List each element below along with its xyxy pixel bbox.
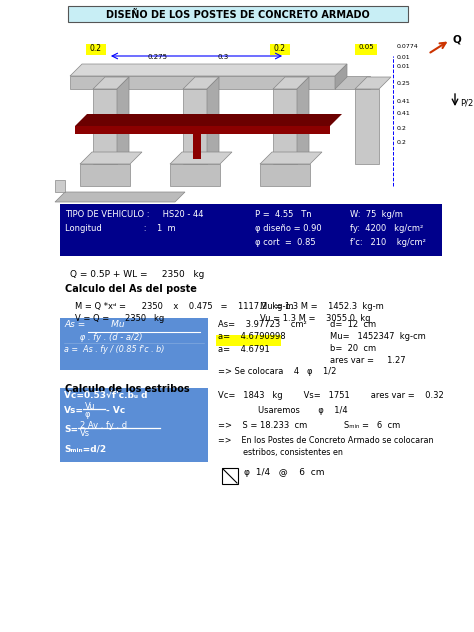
Text: P/2: P/2	[460, 99, 473, 108]
Text: d=  12  cm: d= 12 cm	[330, 320, 376, 329]
Text: 0.25: 0.25	[397, 81, 411, 86]
Text: a =  As . fy / (0.85 f'c . b): a = As . fy / (0.85 f'c . b)	[64, 345, 164, 354]
Bar	[183, 89, 207, 164]
Polygon shape	[297, 77, 309, 164]
Polygon shape	[335, 64, 347, 89]
Text: TIPO DE VEHICULO :     HS20 - 44: TIPO DE VEHICULO : HS20 - 44	[65, 210, 203, 219]
Polygon shape	[70, 64, 347, 76]
Text: S=: S=	[64, 425, 78, 434]
Text: φ diseño = 0.90: φ diseño = 0.90	[255, 224, 322, 233]
Polygon shape	[55, 180, 65, 192]
Text: Mu=   1452347  kg-cm: Mu= 1452347 kg-cm	[330, 332, 426, 341]
Bar	[260, 164, 310, 186]
Bar	[86, 44, 106, 55]
Text: Longitud                :    1  m: Longitud : 1 m	[65, 224, 176, 233]
Text: 0.2: 0.2	[274, 44, 286, 53]
Text: φ cort  =  0.85: φ cort = 0.85	[255, 238, 316, 247]
Bar	[355, 44, 377, 55]
Polygon shape	[80, 152, 142, 164]
Bar	[170, 164, 220, 186]
Text: Q: Q	[453, 34, 462, 44]
Bar	[68, 6, 408, 22]
Text: Q = 0.5P + WL =     2350   kg: Q = 0.5P + WL = 2350 kg	[70, 270, 204, 279]
Bar	[60, 318, 208, 370]
Text: f'c:   210    kg/cm²: f'c: 210 kg/cm²	[350, 238, 426, 247]
Polygon shape	[117, 77, 129, 164]
Bar	[273, 89, 297, 164]
Polygon shape	[55, 192, 185, 202]
Text: Vc=0.53√f'c.bᵤ d: Vc=0.53√f'c.bᵤ d	[64, 391, 147, 400]
Text: 2 Av . fy . d: 2 Av . fy . d	[80, 421, 127, 430]
Text: ares var =     1.27: ares var = 1.27	[330, 356, 406, 365]
Text: 0.275: 0.275	[148, 54, 168, 60]
Text: W:  75  kg/m: W: 75 kg/m	[350, 210, 403, 219]
Polygon shape	[183, 77, 219, 89]
Text: => Se colocara    4   φ    1/2: => Se colocara 4 φ 1/2	[218, 367, 337, 376]
Text: 0.3: 0.3	[218, 54, 229, 60]
Text: Sₘᵢₙ=d/2: Sₘᵢₙ=d/2	[64, 444, 106, 453]
Polygon shape	[207, 77, 219, 164]
Text: 0.2: 0.2	[397, 126, 407, 131]
Text: 0.41: 0.41	[397, 111, 411, 116]
Text: Calculo de los estribos: Calculo de los estribos	[65, 384, 190, 394]
Text: V = Q =      2350   kg: V = Q = 2350 kg	[75, 314, 164, 323]
Text: a=    4.6791: a= 4.6791	[218, 345, 270, 354]
Bar	[93, 89, 117, 164]
Bar	[216, 335, 281, 346]
Bar	[335, 76, 370, 89]
Polygon shape	[170, 152, 232, 164]
Polygon shape	[273, 77, 309, 89]
Text: Vc=   1843   kg        Vs=   1751        ares var =    0.32: Vc= 1843 kg Vs= 1751 ares var = 0.32	[218, 391, 444, 400]
Text: 0.01: 0.01	[397, 64, 410, 69]
Bar	[222, 468, 238, 484]
Text: As=    3.97723    cm²: As= 3.97723 cm²	[218, 320, 307, 329]
Bar	[75, 126, 330, 134]
Text: 0.01: 0.01	[397, 55, 410, 60]
Text: 0.2: 0.2	[90, 44, 102, 53]
Text: φ: φ	[85, 410, 91, 419]
Text: estribos, consistentes en: estribos, consistentes en	[218, 448, 343, 457]
Text: =>    En los Postes de Concreto Armado se colocaran: => En los Postes de Concreto Armado se c…	[218, 436, 434, 445]
Text: As =         Mu: As = Mu	[64, 320, 125, 329]
Text: 0.2: 0.2	[397, 140, 407, 145]
Text: 0.0774: 0.0774	[397, 44, 419, 49]
Text: a=    4.6790998: a= 4.6790998	[218, 332, 286, 341]
Text: φ . fy . (d - a/2): φ . fy . (d - a/2)	[64, 333, 143, 342]
Polygon shape	[93, 77, 129, 89]
Text: Vu: Vu	[85, 402, 95, 411]
Polygon shape	[260, 152, 322, 164]
Text: Vu = 1.3 M =    3055.0  kg: Vu = 1.3 M = 3055.0 kg	[260, 314, 371, 323]
Text: φ  1/4   @    6  cm: φ 1/4 @ 6 cm	[244, 468, 325, 477]
Bar	[355, 89, 379, 164]
Text: - Vc: - Vc	[106, 406, 125, 415]
Text: Calculo del As del poste: Calculo del As del poste	[65, 284, 197, 294]
Text: DISEÑO DE LOS POSTES DE CONCRETO ARMADO: DISEÑO DE LOS POSTES DE CONCRETO ARMADO	[106, 10, 370, 20]
Bar	[80, 164, 130, 186]
Bar	[70, 76, 335, 89]
Text: Usaremos       φ    1/4: Usaremos φ 1/4	[258, 406, 347, 415]
Text: 0.05: 0.05	[358, 44, 374, 50]
Bar	[60, 204, 442, 256]
Bar	[270, 44, 290, 55]
Text: =>    S = 18.233  cm              Sₘᵢₙ =   6  cm: => S = 18.233 cm Sₘᵢₙ = 6 cm	[218, 421, 400, 430]
Text: Vs=: Vs=	[64, 406, 84, 415]
Text: Mu = 1.3 M =    1452.3  kg-m: Mu = 1.3 M = 1452.3 kg-m	[260, 302, 384, 311]
Text: Vs: Vs	[80, 429, 90, 438]
Polygon shape	[75, 114, 342, 126]
Bar	[193, 134, 201, 159]
Text: b=  20  cm: b= 20 cm	[330, 344, 376, 353]
Polygon shape	[355, 77, 391, 89]
Text: 0.41: 0.41	[397, 99, 411, 104]
Bar	[60, 388, 208, 462]
Text: M = Q *xᵈ =      2350    x    0.475   =    1117.2  kg-m: M = Q *xᵈ = 2350 x 0.475 = 1117.2 kg-m	[75, 302, 293, 311]
Text: P =  4.55   Tn: P = 4.55 Tn	[255, 210, 311, 219]
Text: fy:  4200   kg/cm²: fy: 4200 kg/cm²	[350, 224, 423, 233]
